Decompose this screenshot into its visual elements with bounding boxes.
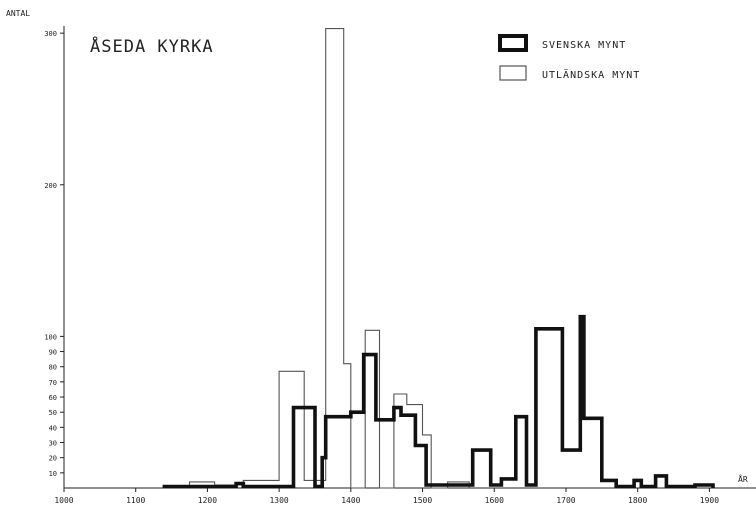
x-tick-label: 1300 [269,496,288,505]
legend: SVENSKA MYNT UTLÄNDSKA MYNT [498,34,640,81]
x-tick-label: 1100 [126,496,145,505]
x-axis-label: ÅR [738,473,748,484]
y-tick-label: 70 [49,379,57,387]
y-tick-label: 30 [49,440,57,448]
ticks-layer: 1000 1100 1200 1300 1400 1500 1600 1700 1800 1900… [44,30,719,505]
x-tick-label: 1200 [198,496,217,505]
y-tick-label: 300 [44,30,57,38]
legend-label-svenska: SVENSKA MYNT [542,40,626,51]
series-line-utlandska [188,28,470,489]
x-tick-label: 1500 [413,496,432,505]
x-tick-label: 1800 [628,496,647,505]
y-tick-label: 80 [49,364,57,372]
series-line-svenska [162,314,715,489]
y-axis-label: ANTAL [6,9,30,18]
y-tick-label: 90 [49,349,57,357]
x-tick-label: 1400 [341,496,360,505]
x-tick-label: 1700 [556,496,575,505]
x-tick-label: 1600 [485,496,504,505]
y-tick-label: 40 [49,424,57,432]
axes [63,26,756,489]
series-layer [162,28,715,489]
y-tick-label: 20 [49,455,57,463]
x-tick-label: 1000 [54,496,73,505]
legend-label-utlandska: UTLÄNDSKA MYNT [542,68,640,81]
chart-title: ÅSEDA KYRKA [90,35,214,57]
x-tick-label: 1900 [700,496,719,505]
legend-swatch-svenska [498,34,528,52]
y-tick-label: 10 [49,470,57,478]
y-tick-label: 100 [44,333,57,341]
y-tick-label: 50 [49,409,57,417]
legend-swatch-utlandska [499,65,527,81]
y-tick-label: 60 [49,394,57,402]
y-tick-label: 200 [44,182,57,190]
